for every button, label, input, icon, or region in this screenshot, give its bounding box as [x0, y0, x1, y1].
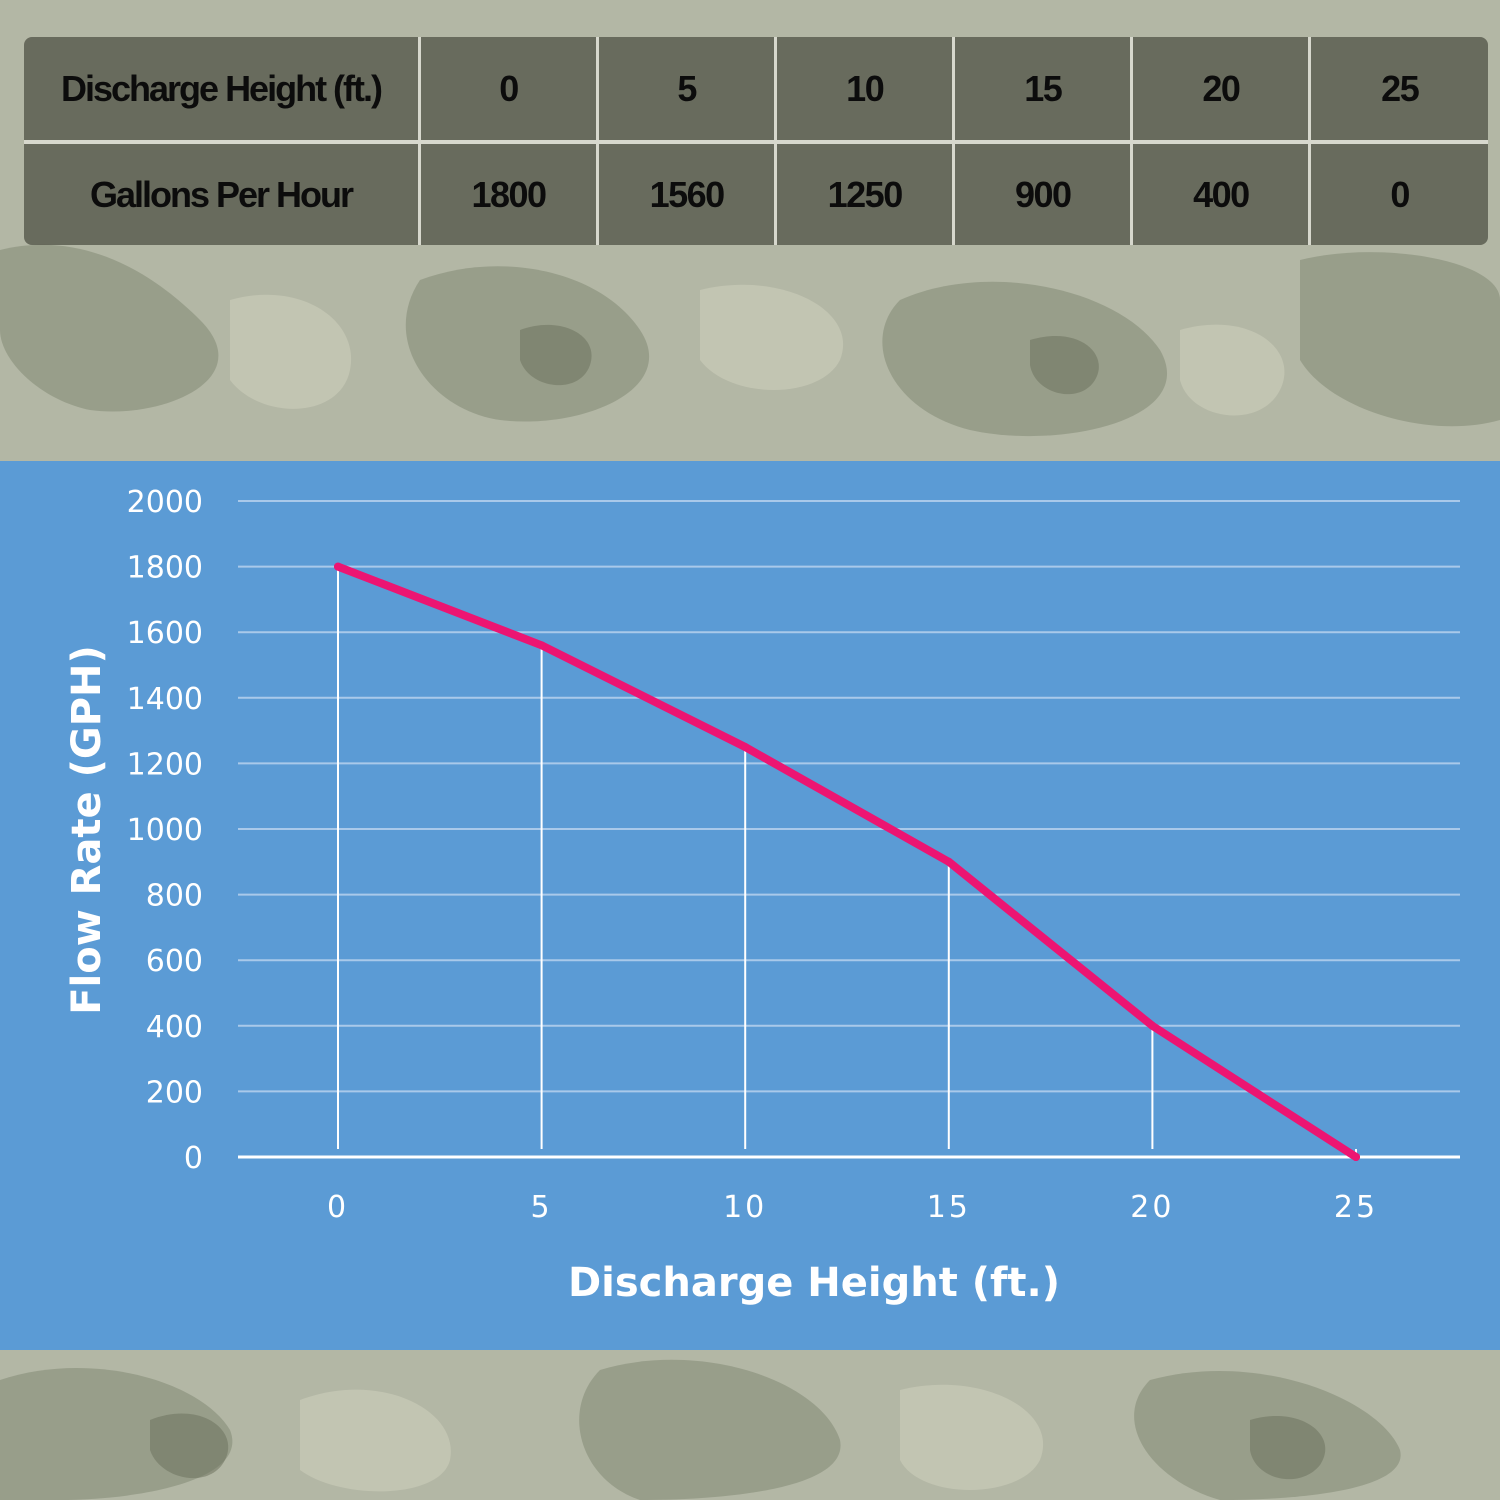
table-cell: 0 [419, 37, 600, 144]
table-cell: 900 [953, 142, 1134, 245]
y-tick-label: 400 [146, 1010, 203, 1045]
y-tick-labels: 0 200 400 600 800 1000 1200 1400 1600 1800 2000 [127, 485, 203, 1176]
table-cell: 1560 [597, 142, 778, 245]
y-tick-label: 1200 [127, 747, 203, 782]
data-point [1148, 1021, 1157, 1030]
data-point [944, 857, 953, 866]
x-axis-title: Discharge Height (ft.) [568, 1260, 1060, 1306]
spec-table: Discharge Height (ft.) 0 5 10 15 20 25 G… [24, 37, 1488, 245]
x-tick-label: 20 [1130, 1190, 1174, 1225]
y-tick-label: 200 [146, 1075, 203, 1110]
y-tick-label: 600 [146, 944, 203, 979]
table-cell: 1250 [775, 142, 956, 245]
drop-lines [337, 566, 1357, 1157]
table-cell: 15 [953, 37, 1134, 144]
y-tick-label: 1600 [127, 616, 203, 651]
table-row-discharge-height: Discharge Height (ft.) 0 5 10 15 20 25 [24, 37, 1488, 144]
gridlines [238, 500, 1460, 1093]
table-cell: 1800 [419, 142, 600, 245]
chart-panel: 0 200 400 600 800 1000 1200 1400 1600 1800 2000 0 5… [0, 461, 1500, 1350]
table-cell: 10 [775, 37, 956, 144]
y-tick-label: 1800 [127, 551, 203, 586]
x-tick-label: 0 [327, 1190, 349, 1225]
y-tick-label: 0 [184, 1141, 203, 1176]
row-header-discharge-height: Discharge Height (ft.) [24, 37, 421, 144]
x-tick-label: 10 [723, 1190, 767, 1225]
y-tick-label: 1000 [127, 813, 203, 848]
y-tick-label: 1400 [127, 682, 203, 717]
data-point [1352, 1153, 1360, 1161]
flow-rate-chart: 0 200 400 600 800 1000 1200 1400 1600 1800 2000 0 5… [64, 485, 1460, 1306]
y-tick-label: 800 [146, 879, 203, 914]
data-point [537, 641, 546, 650]
table-cell: 25 [1309, 37, 1488, 144]
series-layer [334, 562, 1360, 1161]
table-cell: 400 [1131, 142, 1312, 245]
x-tick-label: 25 [1334, 1190, 1378, 1225]
table-cell: 0 [1309, 142, 1488, 245]
x-tick-labels: 0 5 10 15 20 25 [327, 1190, 1378, 1225]
data-point [741, 743, 750, 751]
x-tick-label: 5 [531, 1190, 553, 1225]
y-tick-label: 2000 [127, 485, 203, 520]
table-cell: 5 [597, 37, 778, 144]
y-axis-title: Flow Rate (GPH) [64, 645, 110, 1015]
series-line [334, 562, 1360, 1161]
data-point [334, 562, 342, 571]
x-tick-label: 15 [927, 1190, 971, 1225]
table-row-gallons-per-hour: Gallons Per Hour 1800 1560 1250 900 400 … [24, 142, 1488, 245]
table-cell: 20 [1131, 37, 1312, 144]
row-header-gallons-per-hour: Gallons Per Hour [24, 142, 421, 245]
